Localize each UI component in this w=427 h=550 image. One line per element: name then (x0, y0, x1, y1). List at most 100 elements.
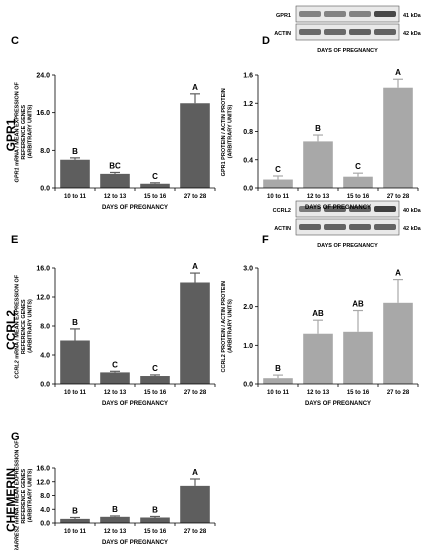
y-tick-label: 1.2 (243, 101, 253, 108)
x-tick-label: 27 to 28 (184, 194, 207, 200)
y-axis-label-line: GPR1 PROTEIN / ACTIN PROTEIN (221, 87, 227, 177)
blot-band (299, 11, 321, 17)
chart-panel-f: F 0.0 1.0 2.0 3.0 CCRL2 PROTEIN / ACTIN PROTE… (221, 234, 419, 407)
blot-target-strip (295, 5, 400, 23)
y-axis-label-line: (ARBITRARY UNITS) (227, 104, 233, 158)
y-tick-label: 0.8 (243, 129, 253, 136)
x-tick-label: 15 to 16 (144, 529, 167, 535)
y-tick-label: 0.0 (243, 382, 253, 389)
blot-band (374, 224, 396, 230)
y-axis-label-line: GPR1 mRNA / MEAN EXPRESSION OF (15, 81, 21, 183)
significance-letter: B (152, 505, 158, 514)
bar (140, 517, 170, 523)
y-axis-label: CCRL2 PROTEIN / ACTIN PROTEIN (ARBITRARY… (221, 280, 234, 373)
y-axis-label-line: RARRES2 mRNA / MEAN EXPRESSION OF (15, 439, 21, 550)
x-tick-label: 12 to 13 (104, 194, 127, 200)
y-axis-label: GPR1 mRNA / MEAN EXPRESSION OF REFERENCE… (15, 81, 34, 183)
bar (263, 179, 293, 188)
blot-band (349, 224, 371, 230)
blot-band (349, 206, 371, 212)
significance-letter: BC (109, 161, 121, 170)
bar (343, 176, 373, 188)
y-axis-label-gene: GPR1 (15, 167, 21, 182)
blot-ccrl2: CCRL2 40 kDa ACTIN 42 kDa DAYS OF PREGNANCY (273, 200, 422, 249)
y-axis-label-line: (ARBITRARY UNITS) (28, 468, 34, 522)
blot-band (324, 224, 346, 230)
significance-letter: C (152, 364, 158, 373)
bar (140, 376, 170, 384)
x-tick-label: 12 to 13 (104, 390, 127, 396)
y-tick-label: 4.0 (40, 507, 50, 514)
x-axis-label: DAYS OF PREGNANCY (102, 401, 168, 407)
y-axis-label-line: (ARBITRARY UNITS) (227, 299, 233, 353)
y-tick-label: 0.0 (40, 521, 50, 528)
significance-letter: C (275, 165, 281, 174)
blot-actin-strip (295, 23, 400, 41)
significance-letter: AB (352, 300, 364, 309)
panel-letter: C (11, 35, 19, 47)
row-labels: GPR1 CCRL2 CHEMERIN (4, 118, 18, 532)
significance-letter: C (355, 162, 361, 171)
x-tick-label: 10 to 11 (64, 390, 87, 396)
significance-letter: AB (312, 309, 324, 318)
y-axis-label-line: REFERENCE GENES (21, 103, 27, 159)
blot-actin-label: ACTIN (274, 226, 291, 232)
panel-letter: E (11, 234, 18, 246)
bar (303, 141, 333, 188)
y-tick-label: 16.0 (36, 466, 50, 473)
blot-target-label: CCRL2 (273, 208, 291, 214)
x-tick-label: 27 to 28 (184, 390, 207, 396)
blot-band (349, 29, 371, 35)
bar (140, 183, 170, 188)
x-tick-label: 27 to 28 (184, 529, 207, 535)
bar (100, 516, 130, 523)
y-axis-label-line: (ARBITRARY UNITS) (28, 299, 34, 353)
blot-band (349, 11, 371, 17)
significance-letter: A (192, 83, 198, 92)
blot-actin-kda: 42 kDa (403, 31, 422, 37)
significance-letter: B (275, 364, 281, 373)
x-tick-label: 27 to 28 (387, 194, 410, 200)
significance-letter: A (395, 269, 401, 278)
blot-xlabel: DAYS OF PREGNANCY (317, 243, 378, 249)
blot-band (374, 206, 396, 212)
y-tick-label: 12.0 (36, 479, 50, 486)
bar (100, 173, 130, 188)
significance-letter: A (395, 68, 401, 77)
x-axis-label: DAYS OF PREGNANCY (305, 401, 371, 407)
y-tick-label: 16.0 (36, 110, 50, 117)
y-axis-label: CCRL2 mRNA / MEAN EXPRESSION OF REFERENC… (15, 273, 34, 378)
significance-letter: C (152, 172, 158, 181)
y-tick-label: 1.0 (243, 343, 253, 350)
x-axis-label: DAYS OF PREGNANCY (305, 205, 371, 211)
bar (383, 302, 413, 384)
y-tick-label: 8.0 (40, 324, 50, 331)
panel-letter: G (11, 431, 20, 443)
x-tick-label: 10 to 11 (267, 390, 290, 396)
bar (60, 340, 90, 384)
x-tick-label: 10 to 11 (64, 529, 87, 535)
blot-band (374, 29, 396, 35)
chart-panel-g: G 0.0 4.0 8.0 12.0 16.0 RARRES2 mRNA / MEAN EX… (11, 431, 216, 550)
y-axis-label-line: REFERENCE GENES (21, 467, 27, 523)
blot-gpr1: GPR1 41 kDa ACTIN 42 kDa DAYS OF PREGNANCY (274, 5, 422, 54)
x-tick-label: 12 to 13 (307, 390, 330, 396)
blot-actin-strip (295, 218, 400, 236)
x-axis-label: DAYS OF PREGNANCY (102, 540, 168, 546)
y-tick-label: 8.0 (40, 493, 50, 500)
y-axis-label-gene: CCRL2 (15, 360, 21, 378)
significance-letter: A (192, 262, 198, 271)
x-axis-label: DAYS OF PREGNANCY (102, 205, 168, 211)
blot-target-kda: 41 kDa (403, 13, 422, 19)
y-tick-label: 4.0 (40, 353, 50, 360)
x-tick-label: 10 to 11 (64, 194, 87, 200)
row-label-gpr1: GPR1 (4, 118, 18, 151)
blot-xlabel: DAYS OF PREGNANCY (317, 48, 378, 54)
x-tick-label: 12 to 13 (104, 529, 127, 535)
significance-letter: B (72, 318, 78, 327)
bar (100, 372, 130, 384)
blot-band (374, 11, 396, 17)
significance-letter: B (315, 124, 321, 133)
y-tick-label: 8.0 (40, 148, 50, 155)
